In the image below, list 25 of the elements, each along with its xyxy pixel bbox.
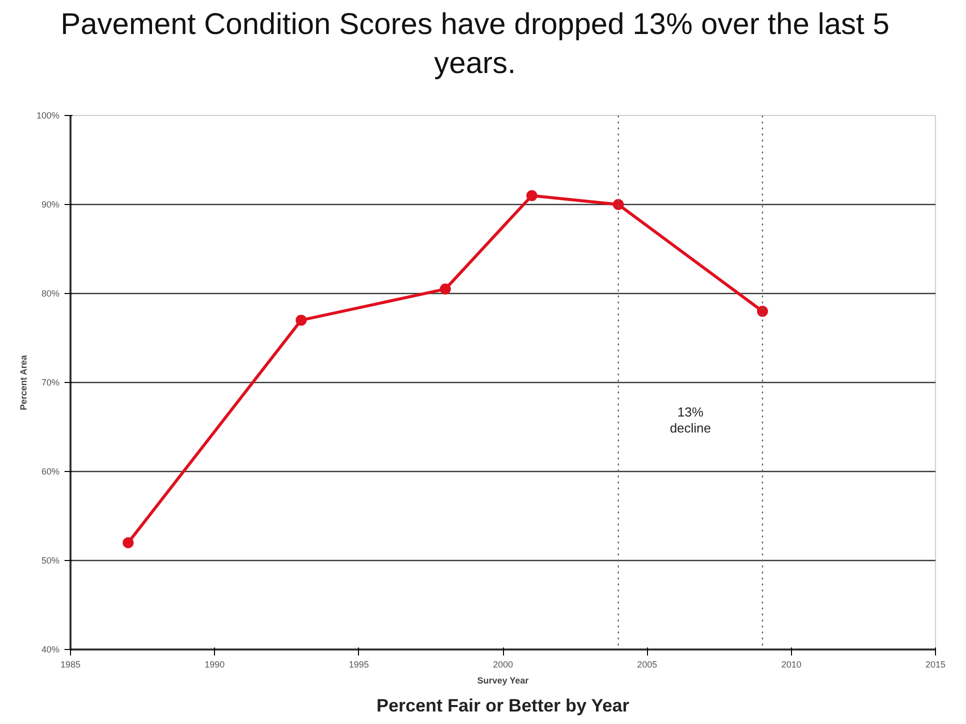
y-tick-label: 60% [41,466,60,476]
text: Percent Fair or Better by Year [376,696,630,716]
y-tick-label: 40% [41,644,60,654]
point [526,190,538,202]
y-tick-label: 90% [41,200,60,210]
x-tick-label: 2015 [925,660,946,670]
point [440,284,451,295]
y-tick-label: 50% [41,556,60,566]
x-tick-label: 2010 [781,660,802,670]
x-tick-label: 1995 [348,660,369,670]
x-tick-label: 1985 [60,660,81,670]
point [296,314,307,326]
chart-title: Pavement Condition Scores have dropped 13% over the last 5 years. [60,7,890,82]
x-tick-label: 2000 [492,660,514,670]
x-axis-title: Survey Year [477,676,530,686]
x-tick-label: 1990 [204,660,225,670]
annotation: 13% decline [670,404,712,436]
y-tick-label: 70% [41,378,60,388]
point [757,306,768,317]
y-axis-title: Percent Area [18,354,28,410]
point [612,199,624,210]
y-tick-label: 80% [41,288,60,298]
y-tick-label: 100% [36,110,60,120]
x-tick-label: 2005 [637,660,658,670]
point [122,537,134,548]
